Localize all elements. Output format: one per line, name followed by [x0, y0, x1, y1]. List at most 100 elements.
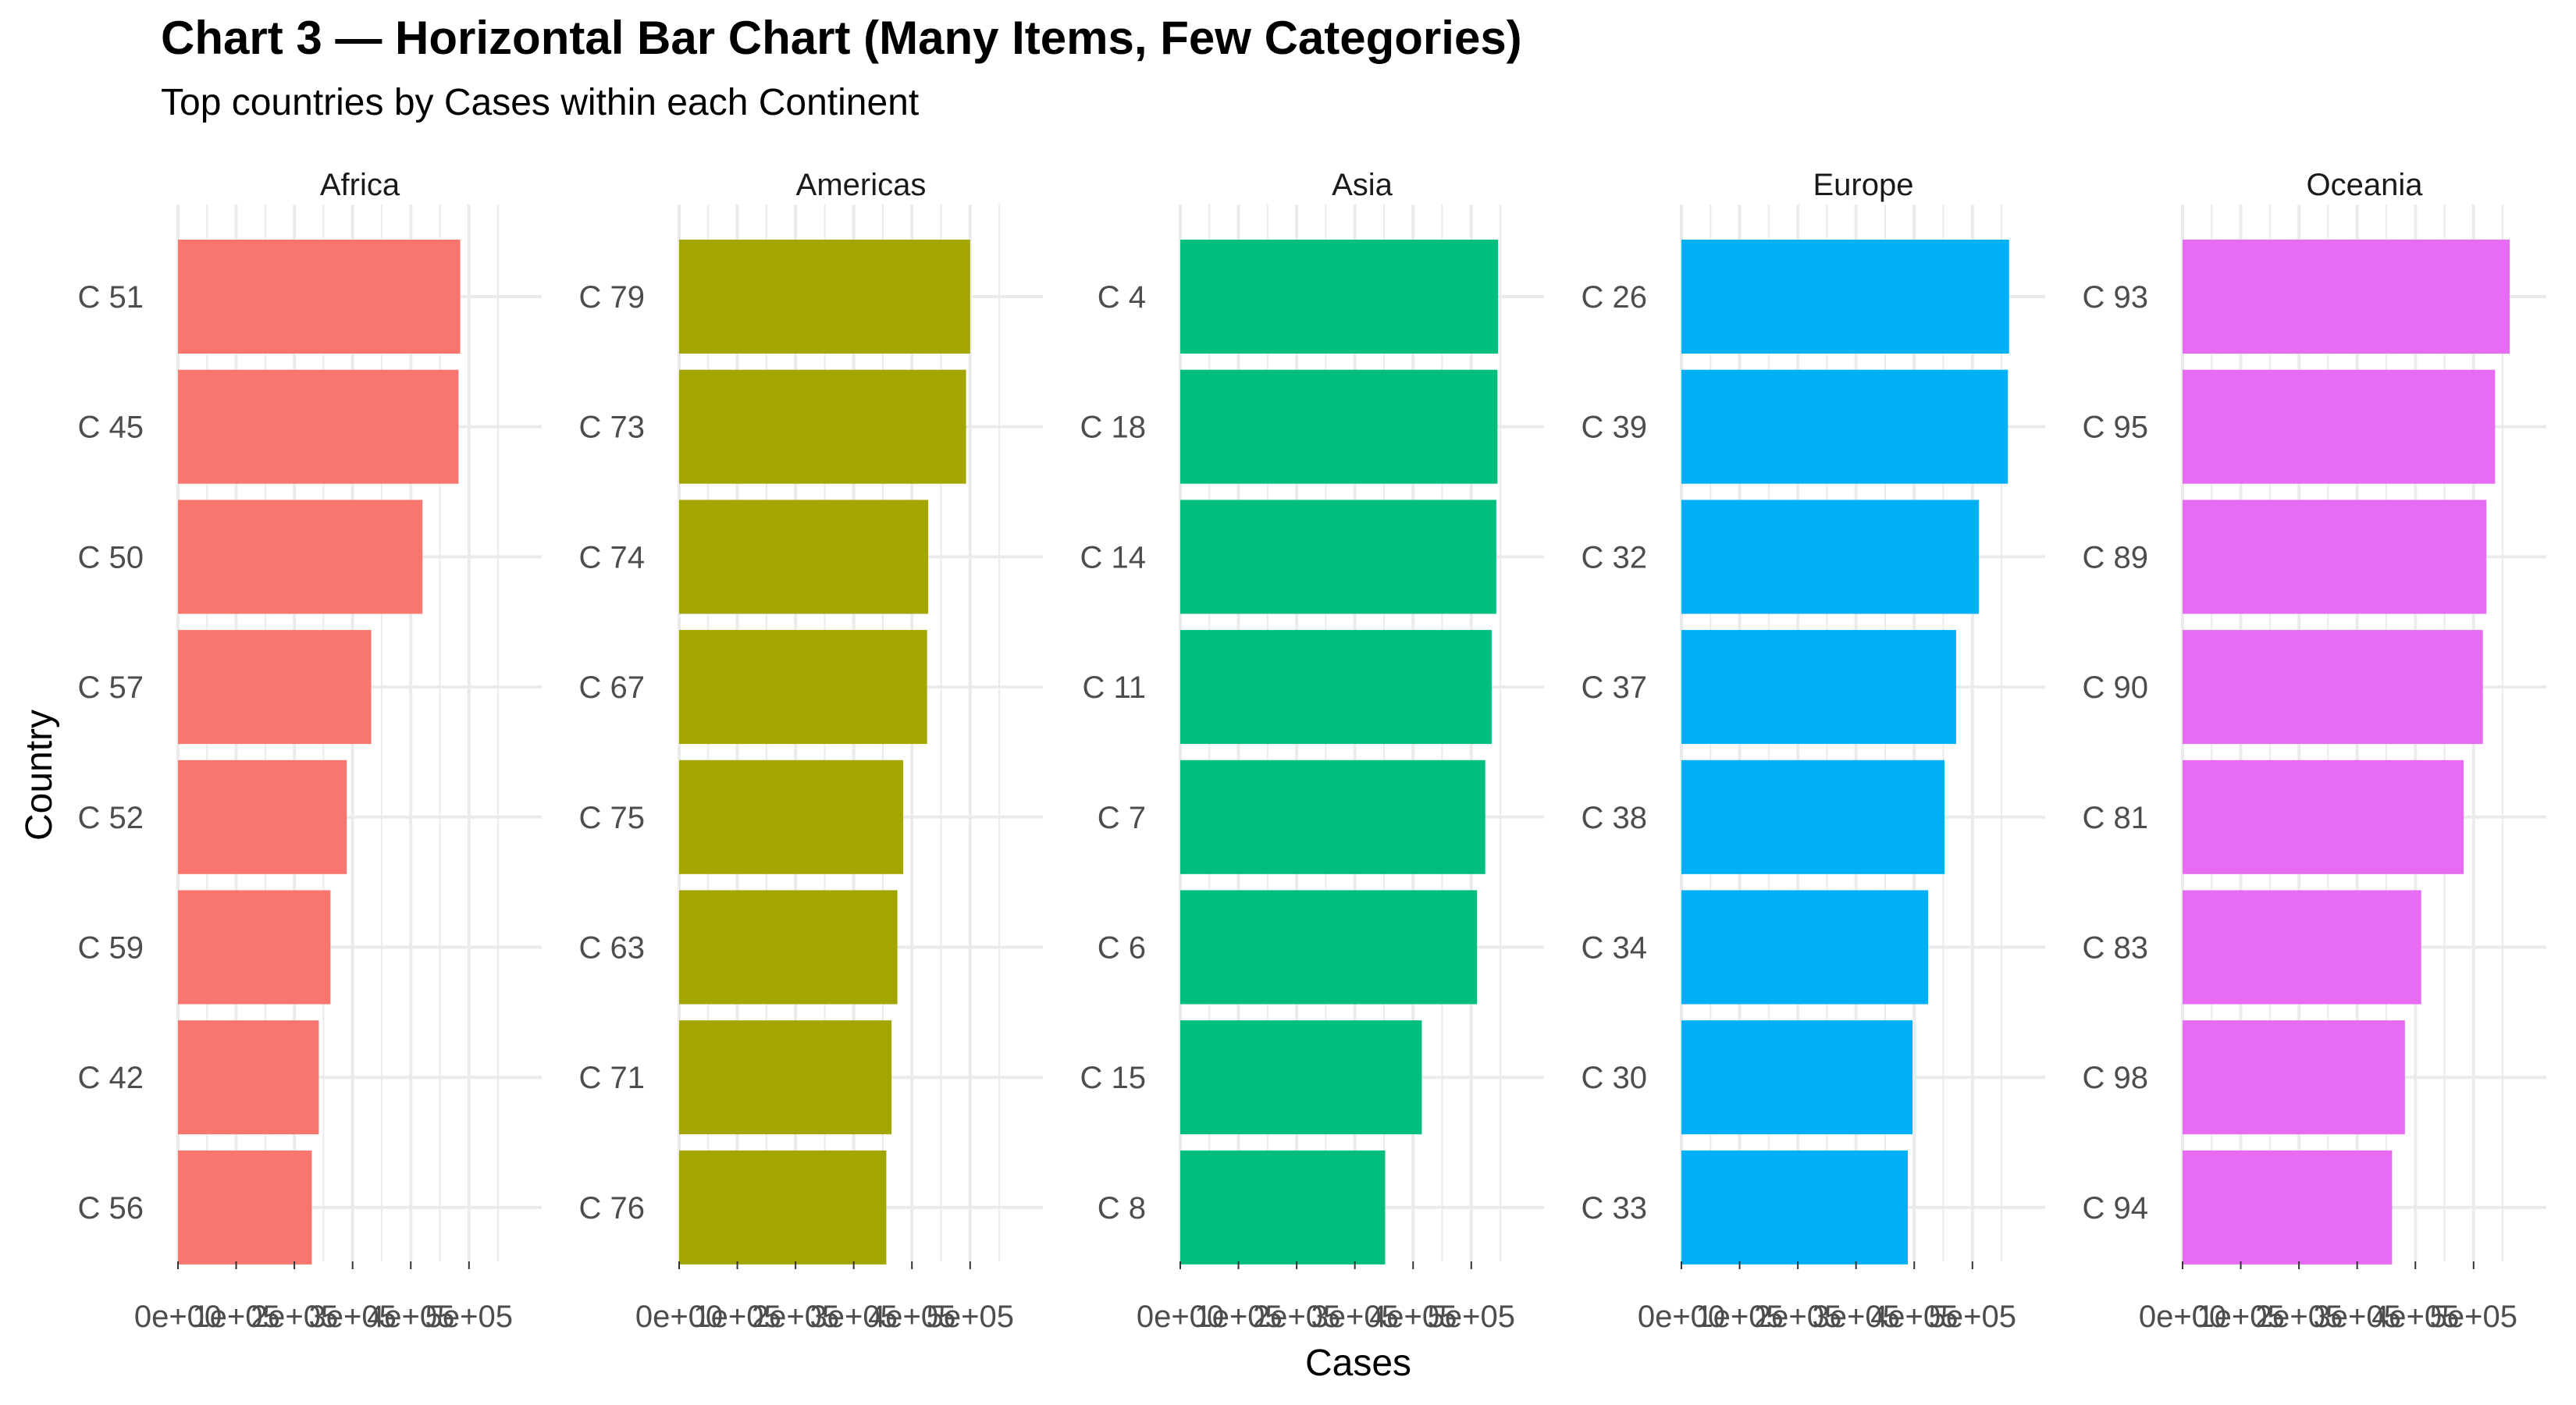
asia-x-tick-label: 4e+05: [1369, 1300, 1457, 1334]
europe-y-tick-label: C 39: [1582, 411, 1648, 445]
oceania-x-tick-label: 2e+05: [2255, 1300, 2343, 1334]
europe-bar-c32: [1681, 500, 1980, 614]
oceania-bar-c98: [2183, 1020, 2405, 1135]
africa-y-tick-label: C 51: [78, 280, 144, 315]
americas-y-tick-label: C 63: [579, 931, 646, 966]
asia-bar-c8: [1180, 1150, 1386, 1264]
africa-bar-c59: [178, 890, 331, 1005]
americas-bar-c76: [679, 1150, 887, 1264]
americas-bar-c79: [679, 240, 970, 354]
americas-y-tick-label: C 79: [579, 280, 646, 315]
africa-bar-c51: [178, 240, 461, 354]
europe-y-tick-label: C 37: [1582, 670, 1648, 705]
europe-y-tick-label: C 30: [1582, 1061, 1648, 1095]
asia-facet-label: Asia: [1332, 168, 1393, 202]
oceania-x-tick-label: 1e+05: [2197, 1300, 2284, 1334]
oceania-bar-c89: [2183, 500, 2487, 614]
africa-y-tick-label: C 45: [78, 411, 144, 445]
oceania-y-tick-label: C 93: [2083, 280, 2149, 315]
asia-x-tick-label: 5e+05: [1428, 1300, 1515, 1334]
asia-y-tick-label: C 4: [1098, 280, 1146, 315]
europe-y-tick-label: C 33: [1582, 1191, 1648, 1225]
africa-y-tick-label: C 42: [78, 1061, 144, 1095]
oceania-bar-c90: [2183, 630, 2483, 745]
europe-y-tick-label: C 32: [1582, 540, 1648, 574]
x-axis-title: Cases: [1305, 1343, 1411, 1384]
oceania-x-tick-label: 0e+00: [2139, 1300, 2226, 1334]
europe-bar-c39: [1681, 369, 2008, 484]
oceania-y-tick-label: C 94: [2083, 1191, 2149, 1225]
asia-bar-c4: [1180, 240, 1499, 354]
americas-x-tick-label: 0e+00: [635, 1300, 723, 1334]
africa-x-tick-label: 5e+05: [425, 1300, 513, 1334]
asia-y-tick-label: C 15: [1080, 1061, 1147, 1095]
oceania-bar-c95: [2183, 369, 2496, 484]
asia-x-tick-label: 3e+05: [1311, 1300, 1399, 1334]
americas-y-tick-label: C 73: [579, 411, 646, 445]
oceania-x-tick-label: 3e+05: [2314, 1300, 2401, 1334]
asia-y-tick-label: C 11: [1082, 670, 1146, 705]
oceania-y-tick-label: C 83: [2083, 931, 2149, 966]
europe-x-tick-label: 0e+00: [1638, 1300, 1725, 1334]
europe-x-tick-label: 5e+05: [1929, 1300, 2016, 1334]
americas-bar-c63: [679, 890, 898, 1005]
asia-x-tick-label: 2e+05: [1253, 1300, 1340, 1334]
americas-bar-c71: [679, 1020, 892, 1135]
americas-x-tick-label: 3e+05: [810, 1300, 898, 1334]
americas-y-tick-label: C 75: [579, 801, 646, 835]
africa-bar-c45: [178, 369, 459, 484]
oceania-y-tick-label: C 95: [2083, 411, 2149, 445]
asia-y-tick-label: C 7: [1098, 801, 1146, 835]
europe-bar-c30: [1681, 1020, 1913, 1135]
asia-x-tick-label: 1e+05: [1194, 1300, 1282, 1334]
europe-bar-c38: [1681, 759, 1945, 874]
africa-x-tick-label: 3e+05: [309, 1300, 397, 1334]
oceania-bar-c81: [2183, 759, 2464, 874]
europe-bar-c37: [1681, 630, 1956, 745]
oceania-bar-c93: [2183, 240, 2510, 354]
chart-title: Chart 3 — Horizontal Bar Chart (Many Ite…: [161, 12, 1522, 64]
europe-bar-c26: [1681, 240, 2009, 354]
africa-bar-c42: [178, 1020, 319, 1135]
europe-x-tick-label: 4e+05: [1870, 1300, 1958, 1334]
asia-y-tick-label: C 18: [1080, 411, 1147, 445]
africa-bar-c56: [178, 1150, 312, 1264]
americas-facet-label: Americas: [796, 168, 927, 202]
oceania-y-tick-label: C 81: [2083, 801, 2149, 835]
europe-bar-c33: [1681, 1150, 1909, 1264]
americas-x-tick-label: 4e+05: [868, 1300, 955, 1334]
asia-bar-c6: [1180, 890, 1478, 1005]
africa-x-tick-label: 0e+00: [134, 1300, 222, 1334]
europe-y-tick-label: C 38: [1582, 801, 1648, 835]
oceania-x-tick-label: 5e+05: [2430, 1300, 2517, 1334]
africa-bar-c50: [178, 500, 423, 614]
oceania-y-tick-label: C 90: [2083, 670, 2149, 705]
asia-y-tick-label: C 14: [1080, 540, 1147, 574]
americas-x-tick-label: 2e+05: [752, 1300, 839, 1334]
oceania-y-tick-label: C 89: [2083, 540, 2149, 574]
europe-x-tick-label: 1e+05: [1695, 1300, 1783, 1334]
y-axis-title: Country: [19, 710, 60, 841]
chart-subtitle: Top countries by Cases within each Conti…: [161, 82, 920, 123]
oceania-y-tick-label: C 98: [2083, 1061, 2149, 1095]
europe-x-tick-label: 3e+05: [1813, 1300, 1900, 1334]
europe-y-tick-label: C 34: [1582, 931, 1648, 966]
asia-bar-c18: [1180, 369, 1498, 484]
africa-x-tick-label: 2e+05: [251, 1300, 338, 1334]
oceania-x-tick-label: 4e+05: [2371, 1300, 2459, 1334]
africa-y-tick-label: C 52: [78, 801, 144, 835]
africa-x-tick-label: 1e+05: [192, 1300, 279, 1334]
asia-bar-c14: [1180, 500, 1496, 614]
asia-bar-c15: [1180, 1020, 1422, 1135]
europe-facet-label: Europe: [1813, 168, 1914, 202]
americas-y-tick-label: C 76: [579, 1191, 646, 1225]
europe-x-tick-label: 2e+05: [1754, 1300, 1841, 1334]
africa-y-tick-label: C 56: [78, 1191, 144, 1225]
americas-bar-c74: [679, 500, 929, 614]
americas-y-tick-label: C 71: [579, 1061, 646, 1095]
europe-bar-c34: [1681, 890, 1929, 1005]
asia-bar-c11: [1180, 630, 1492, 745]
oceania-bar-c83: [2183, 890, 2421, 1005]
europe-y-tick-label: C 26: [1582, 280, 1648, 315]
africa-facet-label: Africa: [320, 168, 400, 202]
